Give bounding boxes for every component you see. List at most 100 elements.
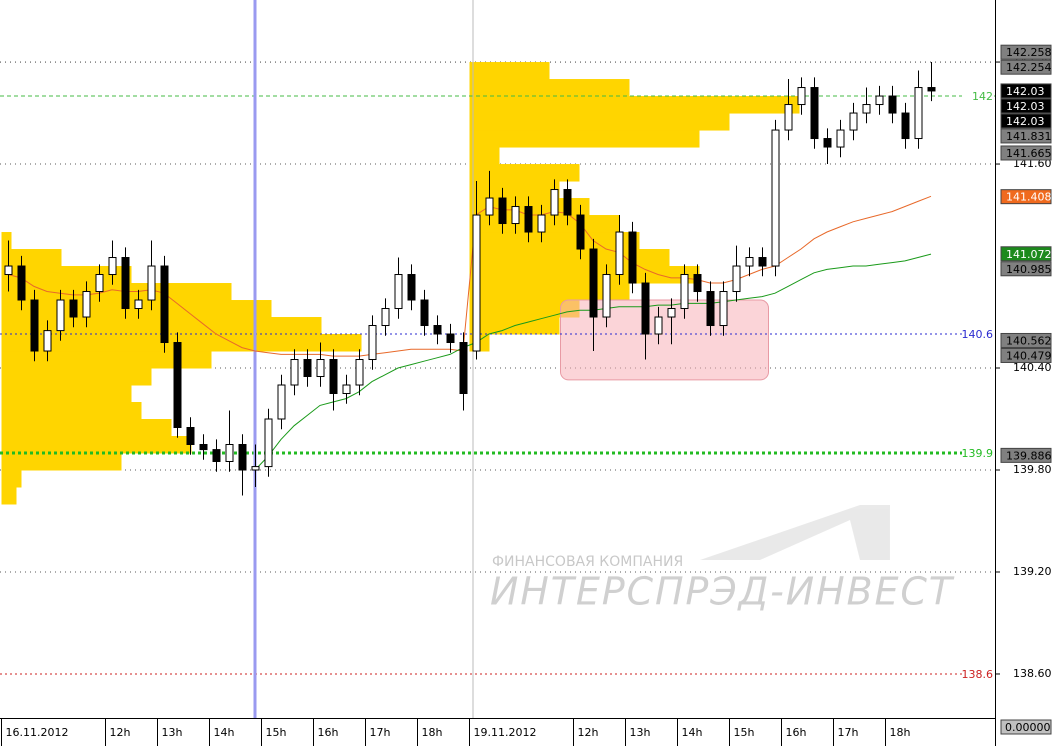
candle-body	[108, 257, 117, 276]
price-label-box	[1000, 246, 1052, 262]
candle-body	[537, 214, 546, 233]
x-tick-label: 18h	[422, 726, 443, 739]
volume-profile-bar	[1, 283, 232, 301]
candle-body	[732, 265, 741, 293]
highlight-zone	[560, 299, 769, 381]
price-label: 140.985	[1006, 263, 1052, 276]
x-tick-label: 14h	[682, 726, 703, 739]
price-label-box	[1000, 59, 1052, 75]
candle-body	[225, 444, 234, 462]
candle-body	[914, 87, 923, 140]
candle-body	[355, 359, 364, 386]
y-tick-label: 138.60	[1013, 667, 1052, 680]
price-label-box	[1000, 145, 1052, 161]
volume-profile-bar	[1, 436, 192, 454]
candle-body	[693, 274, 702, 293]
volume-profile-bar	[1, 469, 22, 488]
front-layer: 142 140.6 139.9 138.6	[4, 62, 994, 681]
candle-body	[719, 291, 728, 327]
candle-body	[654, 316, 663, 335]
candle-body	[576, 214, 585, 250]
volume-profile-bar	[469, 147, 500, 165]
price-label: 142.258	[1006, 46, 1052, 59]
candle-body	[134, 299, 143, 310]
volume-profile-bar	[469, 300, 580, 318]
candle-body	[459, 342, 468, 395]
volume-profile-bar	[1, 419, 172, 437]
candle-body	[186, 427, 195, 446]
y-tick-label: 140.40	[1013, 361, 1052, 374]
candle-body	[290, 359, 299, 386]
candle-body	[212, 449, 221, 462]
level-label-bg	[962, 445, 994, 460]
price-label: 141.831	[1006, 130, 1052, 143]
x-tick-label: 16h	[786, 726, 807, 739]
time-axis-panel	[0, 718, 995, 746]
volume-profile-bar	[469, 249, 670, 267]
price-label: 142.03	[1006, 115, 1045, 128]
candle-body	[524, 206, 533, 233]
candle-body	[836, 129, 845, 148]
candle-body	[888, 95, 897, 114]
candle-body	[199, 444, 208, 451]
x-tick-label: 17h	[370, 726, 391, 739]
price-label-box	[1000, 83, 1052, 99]
volume-profile-bar	[469, 62, 550, 80]
volume-profile-bar	[1, 486, 17, 505]
price-label: 141.665	[1006, 147, 1052, 160]
candle-body	[706, 291, 715, 327]
volume-profile-bar	[1, 249, 62, 267]
price-label: 140.479	[1006, 349, 1052, 362]
candle-body	[329, 359, 338, 395]
watermark-small: ФИНАНСОВАЯ КОМПАНИЯ	[492, 554, 683, 570]
candle-body	[680, 274, 689, 310]
candle-body	[316, 359, 325, 378]
volume-profile-bar	[1, 452, 122, 471]
candle-body	[641, 282, 650, 335]
candle-body	[498, 197, 507, 225]
candle-body	[849, 112, 858, 131]
price-label-box	[1000, 447, 1052, 463]
x-tick-label: 18h	[890, 726, 911, 739]
candle-body	[147, 265, 156, 301]
candle-body	[771, 129, 780, 267]
candle-body	[277, 384, 286, 420]
candle-body	[875, 95, 884, 106]
price-label-box	[1000, 113, 1052, 129]
x-tick-label: 13h	[630, 726, 651, 739]
price-label-box	[1000, 98, 1052, 114]
candle-body	[927, 87, 936, 92]
x-tick-label: 12h	[110, 726, 131, 739]
candle-body	[394, 274, 403, 310]
x-tick-label: 13h	[162, 726, 183, 739]
candle-body	[589, 248, 598, 318]
price-label: 140.562	[1006, 334, 1052, 347]
price-label-box	[1000, 332, 1052, 348]
volume-profile-bar	[469, 266, 700, 284]
candle-body	[69, 299, 78, 318]
volume-profile-bar	[1, 368, 152, 386]
candle-body	[446, 333, 455, 344]
level-label: 142	[972, 90, 993, 103]
level-label-bg	[962, 89, 994, 104]
watermark-large: ИНТЕРСПРЭД-ИНВЕСТ	[490, 570, 958, 614]
x-tick-label: 16h	[318, 726, 339, 739]
candle-body	[628, 231, 637, 284]
candle-body	[563, 189, 572, 216]
indicator-box	[1000, 719, 1052, 735]
x-tick-label: 15h	[734, 726, 755, 739]
price-label: 142.254	[1006, 61, 1052, 74]
volume-profile-bar	[469, 79, 630, 97]
candle-body	[82, 291, 91, 318]
y-tick-label: 139.80	[1013, 463, 1052, 476]
volume-profile-bar	[1, 351, 212, 369]
level-label: 138.6	[962, 668, 994, 681]
candle-body	[901, 112, 910, 140]
candle-body	[56, 299, 65, 332]
candle-body	[160, 265, 169, 344]
indicator-value: 0.00000	[1005, 721, 1051, 734]
volume-profile-bar	[1, 232, 12, 250]
candle-body	[30, 299, 39, 352]
candle-body	[95, 274, 104, 293]
